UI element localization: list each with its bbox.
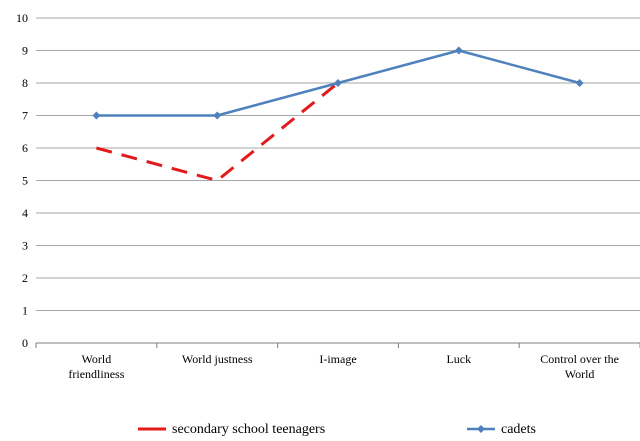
x-tick-label: I-image <box>319 352 356 366</box>
y-tick-label: 8 <box>22 76 28 90</box>
legend: secondary school teenagers cadets <box>138 422 536 437</box>
legend-marker <box>477 425 485 433</box>
series-layer <box>92 46 584 182</box>
series-point-1 <box>575 79 584 87</box>
y-tick-label: 3 <box>22 239 28 253</box>
legend-label: secondary school teenagers <box>172 422 325 437</box>
series-point-1 <box>213 111 222 120</box>
series-point-1 <box>454 46 463 55</box>
x-tick-label: World friendliness <box>68 352 124 381</box>
y-tick-label: 7 <box>22 109 28 123</box>
x-axis-tick-labels: World friendliness World justness I-image Lu… <box>35 343 640 381</box>
y-tick-label: 0 <box>22 336 28 350</box>
x-tick-label: World justness <box>182 352 253 366</box>
y-tick-label: 9 <box>22 44 28 58</box>
y-tick-label: 5 <box>22 174 28 188</box>
y-axis-tick-labels: 0 1 2 3 4 5 6 7 8 9 10 <box>16 11 28 350</box>
series-point-1 <box>334 79 342 87</box>
y-tick-label: 6 <box>22 141 28 155</box>
series-point-1 <box>92 111 101 120</box>
y-tick-label: 10 <box>16 11 28 25</box>
series-line-0 <box>96 81 339 182</box>
x-tick-label: Luck <box>446 352 471 366</box>
y-tick-label: 1 <box>22 304 28 318</box>
legend-label: cadets <box>501 422 536 437</box>
gridlines <box>36 17 640 311</box>
y-tick-label: 2 <box>22 271 28 285</box>
x-tick-label: Control over the World <box>540 352 619 381</box>
y-tick-label: 4 <box>22 206 28 220</box>
